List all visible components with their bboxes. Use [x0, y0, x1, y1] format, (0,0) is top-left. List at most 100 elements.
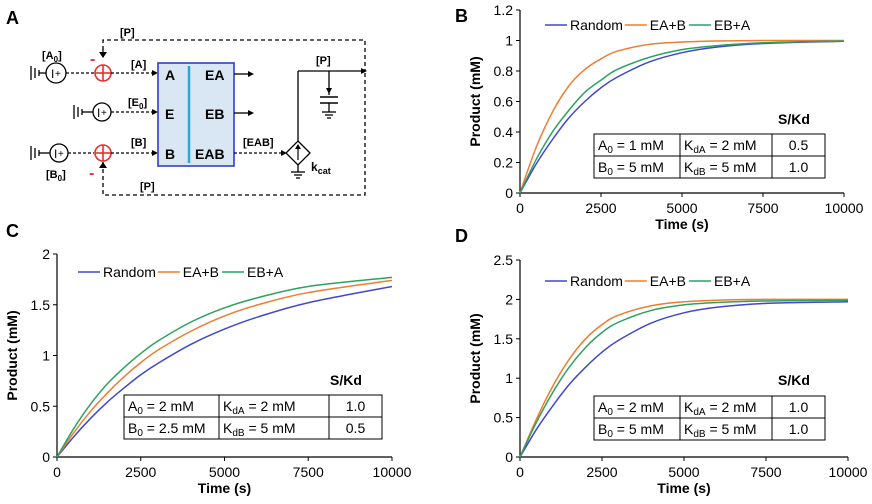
table-cell-kd: KdB = 5 mM — [684, 421, 757, 440]
x-tick-label: 7500 — [750, 464, 781, 480]
table-cell-ratio: 0.5 — [346, 420, 366, 436]
x-tick-label: 10000 — [825, 200, 864, 216]
series-line-random — [56, 285, 393, 458]
dependent-source-kcat: kcat — [285, 140, 331, 179]
y-tick-label: 1 — [42, 348, 50, 364]
panel-d-chart: 0 0.5 1 1.5 2 2.5 0 2500 5000 7500 10000 Time (s) Pr… — [467, 252, 868, 496]
y-tick-label: 2 — [42, 246, 50, 262]
arrow-out-eb — [248, 110, 254, 116]
table-cell-kd: KdB = 5 mM — [223, 420, 296, 439]
x-tick-label: 0 — [53, 464, 61, 480]
y-axis-label: Product (mM) — [4, 310, 20, 400]
box-port-eab: EAB — [195, 146, 225, 162]
table-cell-ratio: 1.0 — [789, 399, 809, 415]
y-axis-label: Product (mM) — [467, 313, 483, 403]
minus-sign-bottom: - — [89, 165, 94, 182]
panel-c-letter: C — [6, 221, 19, 241]
label-kcat: kcat — [311, 160, 331, 176]
capacitor-ground — [320, 71, 338, 119]
table-cell-ratio: 1.0 — [346, 398, 366, 414]
summer-top: - — [90, 51, 112, 82]
label-p-right: [P] — [316, 55, 331, 67]
label-source-b0: [B0] — [46, 169, 66, 183]
table-header-s-kd: S/Kd — [778, 372, 810, 388]
y-tick-label: 1.2 — [494, 2, 514, 18]
table-cell-ratio: 1.0 — [789, 159, 809, 175]
x-tick-label: 0 — [516, 200, 524, 216]
series-line-eb-a — [56, 276, 393, 458]
legend-label: EA+B — [650, 273, 686, 289]
table-cell-kd: KdA = 2 mM — [684, 137, 757, 156]
label-source-a0: [A0] — [42, 50, 62, 64]
legend-label: Random — [103, 264, 156, 280]
panel-a-circuit: A [P] [P] I + [A0] - [A] — [6, 8, 367, 196]
legend-label: Random — [570, 17, 623, 33]
legend-label: EA+B — [183, 264, 219, 280]
label-wire-a: [A] — [131, 59, 147, 71]
panel-c-chart: 0 0.5 1 1.5 2 0 2500 5000 7500 10000 Time (s) Produ… — [4, 246, 412, 496]
x-tick-label: 5000 — [666, 200, 697, 216]
x-axis-label: Time (s) — [655, 216, 708, 232]
table-header-s-kd: S/Kd — [330, 372, 362, 388]
table-cell-concentration: A0 = 2 mM — [598, 399, 664, 418]
x-tick-label: 2500 — [125, 464, 156, 480]
panel-a-letter: A — [6, 8, 19, 28]
y-tick-label: 1 — [505, 370, 513, 386]
y-tick-label: 0.8 — [494, 63, 514, 79]
series-line-random — [519, 301, 849, 458]
y-tick-label: 0.2 — [494, 155, 514, 171]
y-tick-label: 1 — [505, 33, 513, 49]
minus-sign-top: - — [90, 51, 95, 68]
table-cell-concentration: A0 = 1 mM — [598, 137, 664, 156]
y-tick-label: 0 — [42, 449, 50, 465]
x-tick-label: 7500 — [747, 200, 778, 216]
y-axis-label: Product (mM) — [467, 56, 483, 146]
table-cell-concentration: B0 = 5 mM — [598, 421, 664, 440]
table-cell-kd: KdA = 2 mM — [684, 399, 757, 418]
series-line-ea-b — [519, 298, 849, 458]
y-tick-label: 0.5 — [494, 410, 514, 426]
y-tick-label: 0 — [505, 185, 513, 201]
x-tick-label: 2500 — [586, 464, 617, 480]
legend-label: EB+A — [714, 17, 751, 33]
table-cell-kd: KdB = 5 mM — [684, 159, 757, 178]
x-tick-label: 10000 — [829, 464, 868, 480]
y-tick-label: 0.6 — [494, 94, 514, 110]
box-port-a: A — [165, 67, 175, 83]
x-tick-label: 7500 — [293, 464, 324, 480]
x-tick-label: 5000 — [209, 464, 240, 480]
arrowhead-summer-top — [99, 52, 107, 58]
box-port-eb: EB — [205, 106, 224, 122]
y-tick-label: 0 — [505, 449, 513, 465]
series-line-eb-a — [519, 299, 849, 458]
legend-label: EB+A — [714, 273, 751, 289]
feedback-wire-top — [102, 39, 366, 71]
box-port-b: B — [165, 146, 175, 162]
summer-bottom: - — [89, 144, 112, 182]
table-cell-concentration: B0 = 2.5 mM — [128, 420, 206, 439]
series-line-random — [519, 40, 845, 194]
y-tick-label: 0.5 — [31, 398, 51, 414]
panel-b-chart: 0 0.2 0.4 0.6 0.8 1 1.2 0 2500 5000 7500 10000 Time … — [467, 2, 864, 232]
arrowhead-summer-bottom — [99, 162, 107, 168]
table-cell-ratio: 0.5 — [789, 137, 809, 153]
table-cell-kd: KdA = 2 mM — [223, 398, 296, 417]
y-tick-label: 1.5 — [494, 331, 514, 347]
x-axis-label: Time (s) — [657, 480, 710, 496]
y-tick-label: 0.4 — [494, 124, 514, 140]
panel-b-letter: B — [455, 6, 468, 26]
series-line-ea-b — [519, 39, 845, 194]
arrow-out-ea — [248, 71, 254, 77]
enzyme-box — [157, 62, 235, 167]
panel-d-letter: D — [455, 226, 468, 246]
box-port-e: E — [165, 106, 174, 122]
label-p-bottom: [P] — [140, 181, 155, 193]
y-tick-label: 2 — [505, 291, 513, 307]
svg-text:I: I — [54, 147, 57, 161]
y-tick-label: 1.5 — [31, 297, 51, 313]
svg-text:+: + — [55, 69, 61, 80]
feedback-wire-bottom — [102, 71, 366, 196]
label-wire-eab: [EAB] — [243, 137, 274, 149]
source-b0: I + [B0] — [30, 143, 69, 183]
